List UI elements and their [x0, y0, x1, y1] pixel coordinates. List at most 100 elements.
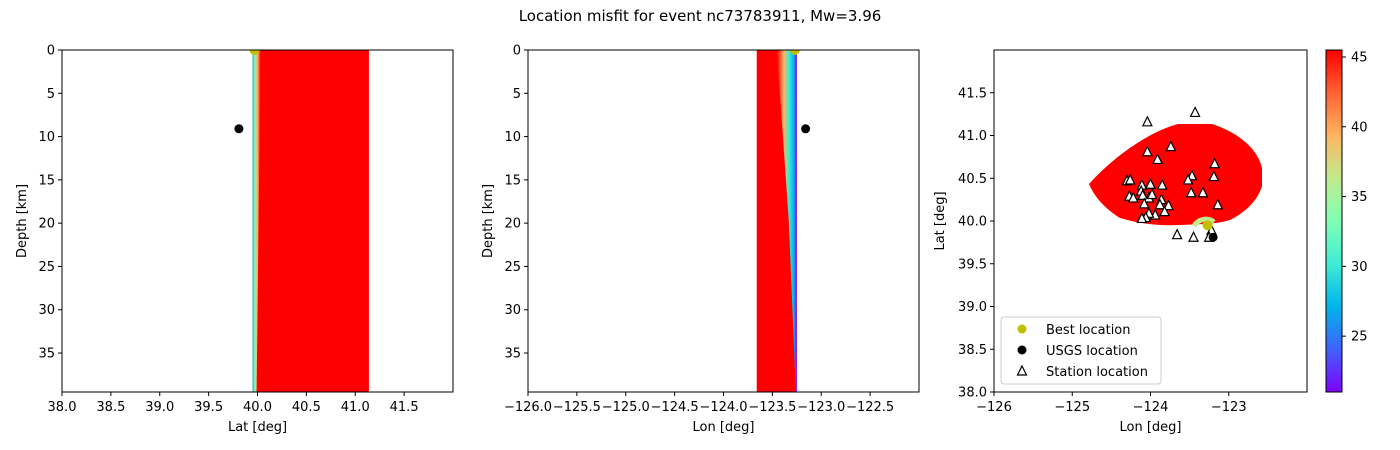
legend-station-label: Station location — [1046, 365, 1148, 380]
y-ticks-lat-depth: 0 5 10 15 20 25 30 35 — [38, 44, 62, 362]
x-tick-label: −124.0 — [699, 400, 747, 415]
y-tick-label: 20 — [504, 217, 521, 232]
station-marker — [1171, 228, 1183, 240]
y-tick-label: 35 — [504, 347, 521, 362]
x-tick-label: −123 — [1211, 400, 1247, 415]
x-tick-label: −125.0 — [602, 400, 650, 415]
y-ticks-lon-depth: 0 5 10 15 20 25 30 35 — [504, 44, 528, 362]
colorbar-tick-label: 30 — [1351, 260, 1368, 275]
station-marker — [1141, 115, 1153, 127]
misfit-gradient-edge-map — [1191, 216, 1216, 228]
y-tick-label: 0 — [513, 44, 521, 59]
x-tick-label: 38.5 — [96, 400, 125, 415]
y-tick-label: 10 — [38, 130, 55, 145]
best-location-marker — [249, 50, 260, 55]
y-tick-label: 41.5 — [958, 86, 987, 101]
x-ticks-lat-depth: 38.0 38.5 39.0 39.5 40.0 40.5 41.0 41.5 — [48, 392, 419, 415]
x-tick-label: −125 — [1054, 400, 1090, 415]
misfit-region — [252, 50, 369, 392]
usgs-location-marker — [1208, 232, 1218, 242]
station-marker — [1159, 205, 1171, 217]
y-tick-label: 25 — [504, 260, 521, 275]
y-tick-label: 39.0 — [958, 300, 987, 315]
station-marker — [1154, 198, 1166, 210]
y-tick-label: 41.0 — [958, 129, 987, 144]
y-tick-label: 15 — [38, 173, 55, 188]
station-marker — [1209, 157, 1221, 169]
station-marker — [1124, 173, 1136, 185]
station-marker — [1182, 173, 1194, 185]
station-marker — [1127, 191, 1139, 203]
y-tick-label: 15 — [504, 173, 521, 188]
y-tick-label: 38.5 — [958, 343, 987, 358]
station-marker — [1137, 189, 1149, 200]
misfit-gradient-edge — [776, 50, 797, 392]
station-marker — [1145, 177, 1156, 189]
best-location-marker — [1202, 220, 1213, 231]
x-tick-label: −123.5 — [748, 400, 796, 415]
usgs-location-marker — [234, 124, 244, 134]
legend-usgs-marker — [1017, 345, 1027, 355]
legend-best-label: Best location — [1046, 323, 1131, 338]
station-marker — [1188, 230, 1200, 242]
x-tick-label: −126 — [976, 400, 1012, 415]
station-marker — [1152, 153, 1164, 165]
x-tick-label: 39.5 — [194, 400, 223, 415]
misfit-heatmap-lon-depth — [756, 50, 797, 392]
station-marker — [1185, 186, 1197, 198]
y-tick-label: 30 — [504, 303, 521, 318]
markers-lat-depth — [234, 50, 260, 134]
best-location-marker — [789, 50, 800, 55]
colorbar-tick-label: 25 — [1351, 330, 1368, 345]
x-tick-label: 38.0 — [48, 400, 77, 415]
y-tick-label: 38.0 — [958, 386, 987, 401]
legend: Best location USGS location Station loca… — [1000, 316, 1162, 385]
x-tick-label: −126.0 — [504, 400, 552, 415]
y-ticks-map: 38.0 38.5 39.0 39.5 40.0 40.5 41.0 41.5 — [958, 86, 994, 401]
panel-map: −126 −125 −124 −123 38.0 38.5 39.0 39.5 40.0 40.… — [933, 49, 1308, 435]
legend-usgs-label: USGS location — [1046, 344, 1138, 359]
station-marker — [1189, 106, 1201, 118]
station-marker — [1163, 199, 1174, 211]
x-tick-label: 40.0 — [243, 400, 272, 415]
panel-lat-depth: 38.0 38.5 39.0 39.5 40.0 40.5 41.0 41.5 0 5 10 15 2… — [15, 44, 454, 435]
y-axis-label-map: Lat [deg] — [933, 191, 948, 250]
x-ticks-lon-depth: −126.0 −125.5 −125.0 −124.5 −124.0 −123.5 −123… — [504, 392, 894, 415]
station-marker — [1208, 170, 1220, 182]
y-tick-label: 5 — [47, 87, 55, 102]
station-marker — [1165, 140, 1177, 152]
usgs-location-marker — [801, 124, 811, 134]
axes-frame-lon-depth — [527, 49, 920, 393]
y-axis-label-lon-depth: Depth [km] — [481, 184, 496, 258]
x-tick-label: −124 — [1133, 400, 1169, 415]
y-tick-label: 40.5 — [958, 172, 987, 187]
colorbar-tick-label: 45 — [1351, 50, 1368, 65]
station-marker — [1156, 178, 1168, 190]
x-tick-label: 40.5 — [292, 400, 321, 415]
y-tick-label: 40.0 — [958, 215, 987, 230]
x-tick-label: −122.5 — [846, 400, 894, 415]
markers-map — [1121, 106, 1224, 242]
y-tick-label: 5 — [513, 87, 521, 102]
figure-title: Location misfit for event nc73783911, Mw… — [519, 7, 882, 25]
colorbar-tick-label: 40 — [1351, 120, 1368, 135]
x-axis-label-lat-depth: Lat [deg] — [228, 420, 287, 435]
station-marker — [1212, 198, 1224, 210]
colorbar-ticks: 25 30 35 40 45 — [1342, 50, 1368, 345]
legend-best-marker — [1017, 324, 1027, 334]
x-tick-label: −125.5 — [553, 400, 601, 415]
y-tick-label: 35 — [38, 347, 55, 362]
colorbar: 25 30 35 40 45 — [1325, 49, 1368, 393]
x-tick-label: 41.0 — [341, 400, 370, 415]
x-tick-label: −123.0 — [797, 400, 845, 415]
y-tick-label: 39.5 — [958, 257, 987, 272]
x-axis-label-lon-depth: Lon [deg] — [693, 420, 755, 435]
station-marker — [1141, 145, 1153, 157]
x-ticks-map: −126 −125 −124 −123 — [976, 392, 1247, 415]
station-marker — [1197, 186, 1209, 198]
misfit-heatmap-map — [1089, 124, 1262, 228]
legend-box — [1000, 316, 1162, 385]
x-tick-label: −124.5 — [651, 400, 699, 415]
misfit-gradient-edge — [252, 50, 261, 392]
colorbar-tick-label: 35 — [1351, 190, 1368, 205]
